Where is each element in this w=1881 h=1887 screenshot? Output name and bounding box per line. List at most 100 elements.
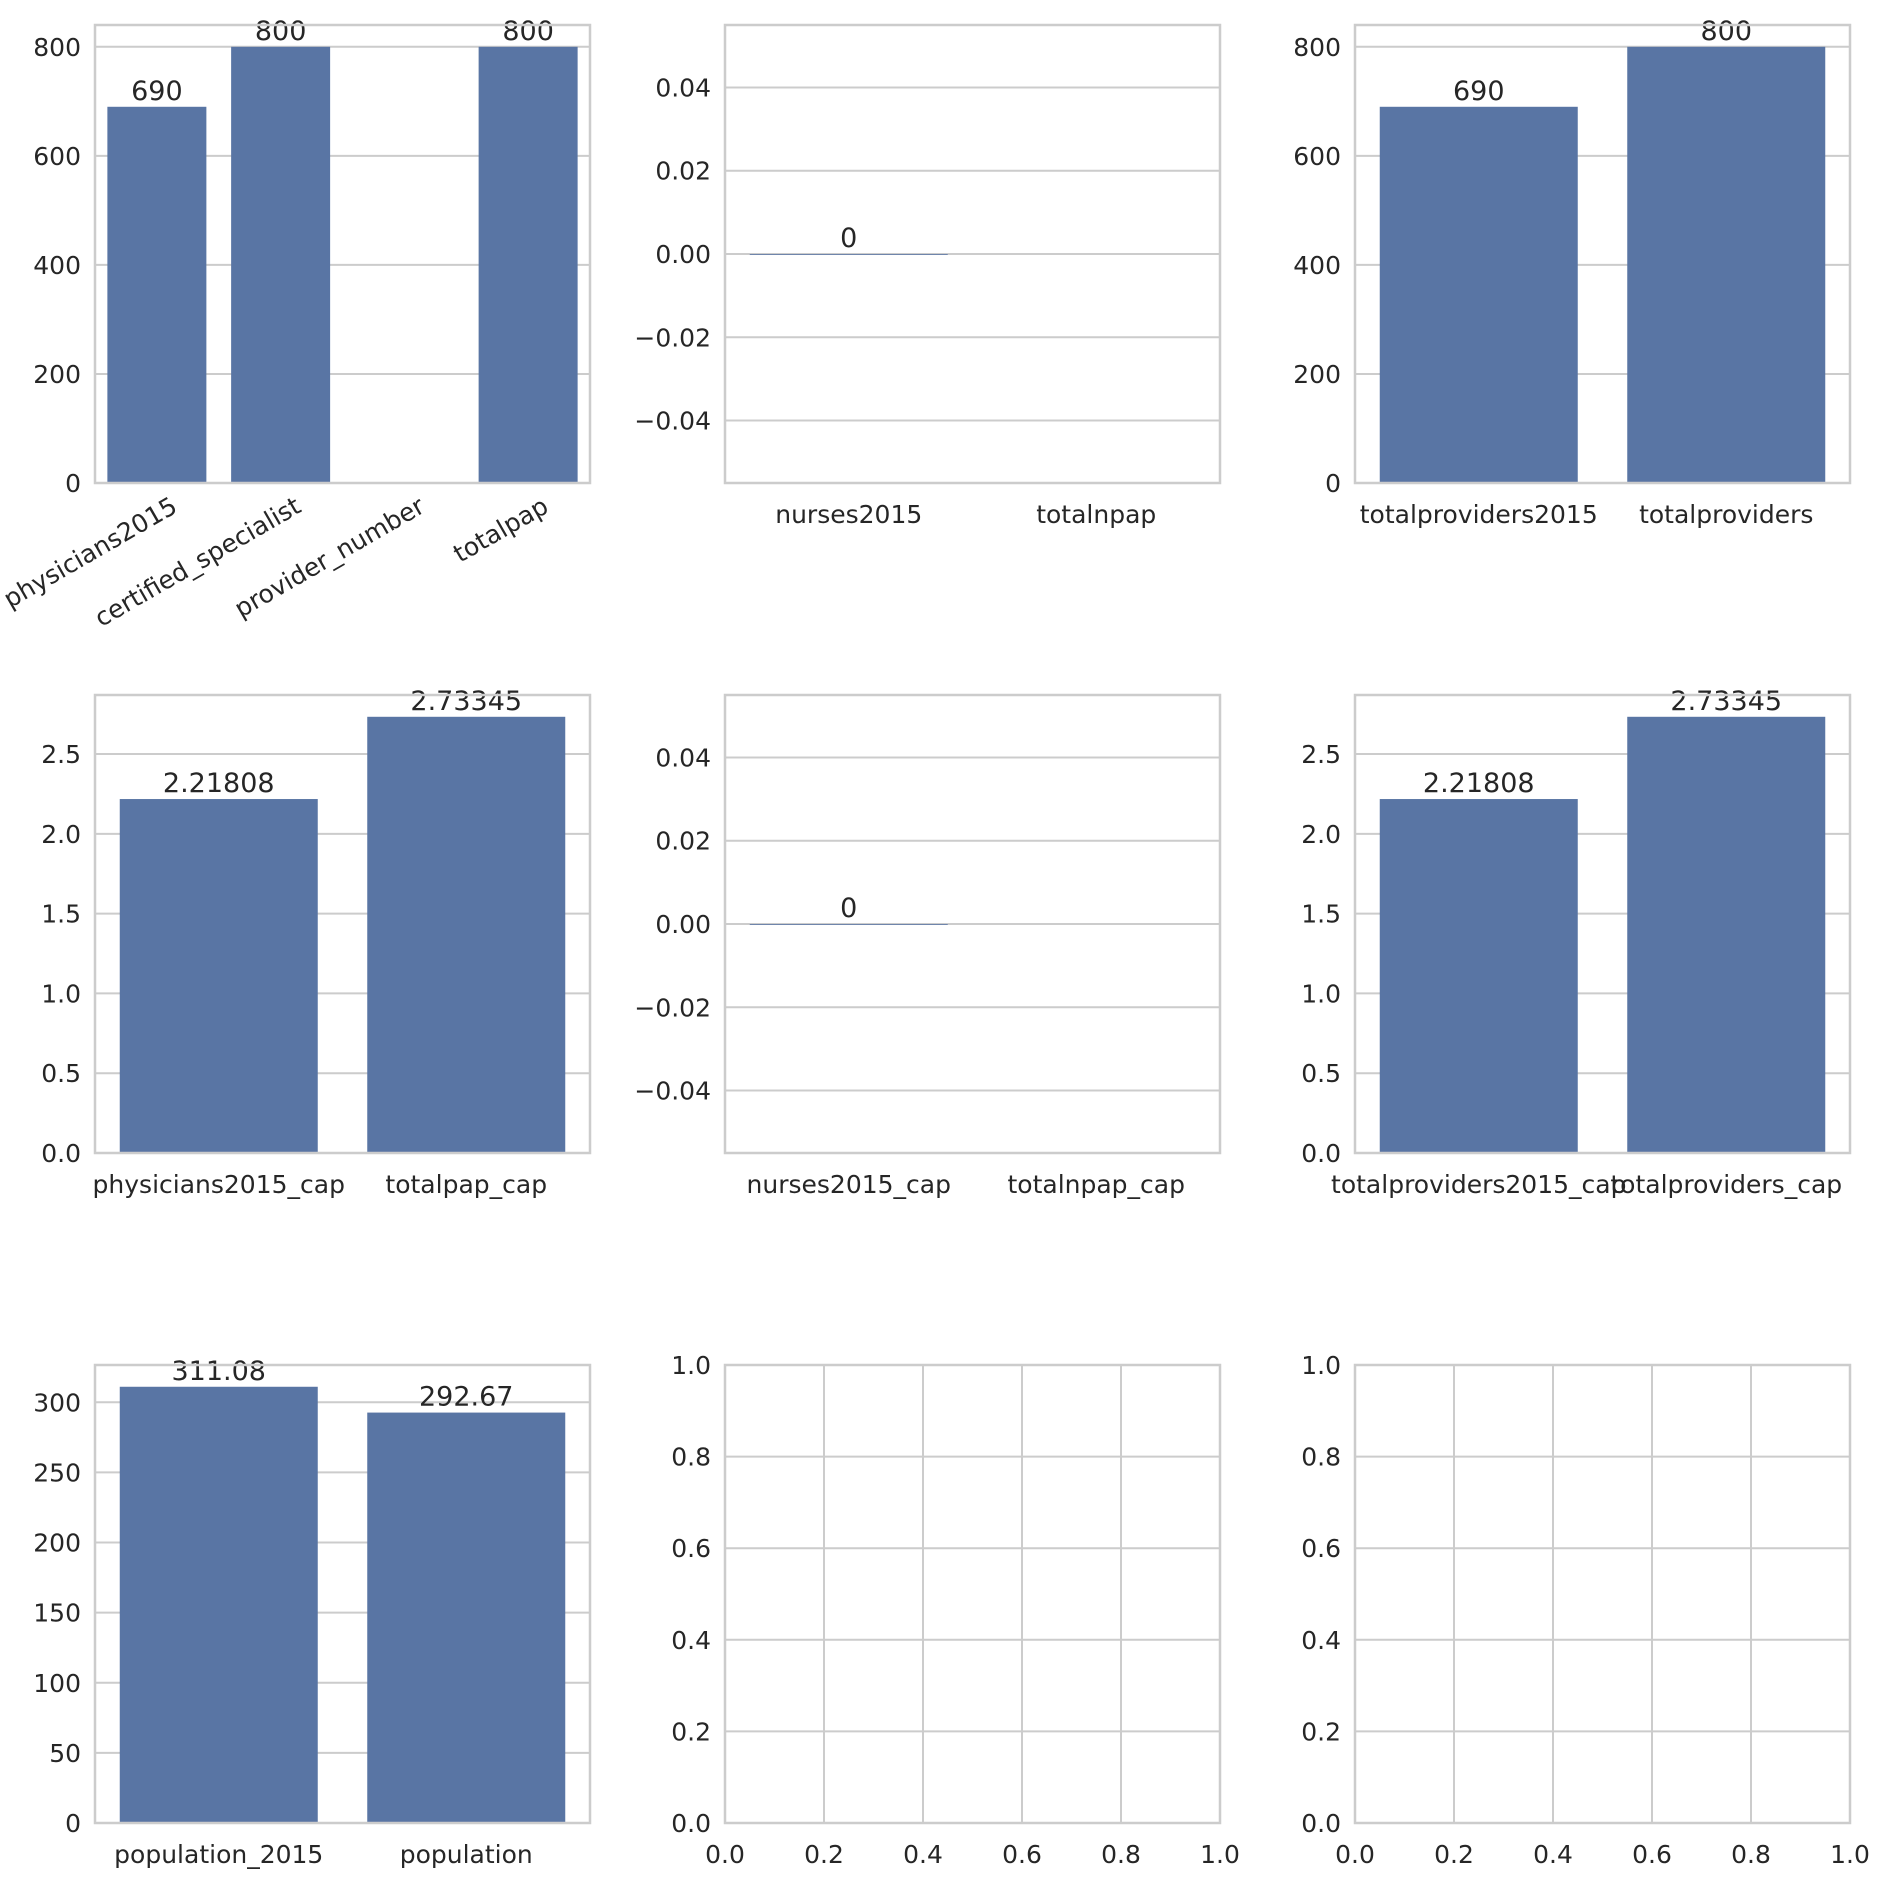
y-tick-label: −0.02 — [634, 323, 711, 352]
y-tick-label: 0.6 — [1301, 1534, 1341, 1563]
bar-totalproviders — [1627, 46, 1826, 484]
bar-physicians2015 — [107, 106, 207, 484]
y-tick-label: 1.5 — [41, 900, 81, 929]
bar-nurses2015 — [749, 254, 948, 255]
y-tick-label: 0.04 — [655, 743, 711, 772]
y-tick-label: 2.5 — [41, 740, 81, 769]
bar-totalproviders2015_cap — [1379, 799, 1578, 1153]
y-tick-label: −0.02 — [634, 993, 711, 1022]
y-tick-label: 200 — [33, 1529, 81, 1558]
axes-frame — [1353, 23, 1852, 485]
data-label-totalpap_cap: 2.73345 — [410, 686, 522, 717]
x-tick-label: physicians2015_cap — [93, 1170, 345, 1199]
y-tick-label: 0.00 — [655, 240, 711, 269]
data-label-population: 292.67 — [419, 1382, 513, 1413]
x-tick-label: totalnpap — [1036, 500, 1156, 529]
x-tick-label: totalproviders — [1639, 500, 1813, 529]
y-tick-label: 0.0 — [41, 1139, 81, 1168]
x-tick-label: 1.0 — [1200, 1840, 1240, 1869]
y-tick-label: 300 — [33, 1388, 81, 1417]
x-tick-label: nurses2015_cap — [747, 1170, 951, 1199]
data-label-certified_specialist: 800 — [255, 16, 307, 47]
data-label-population_2015: 311.08 — [172, 1356, 266, 1387]
y-tick-label: 0.02 — [655, 827, 711, 856]
y-tick-label: 250 — [33, 1458, 81, 1487]
axes-frame — [93, 693, 592, 1155]
axes-frame — [723, 1363, 1222, 1825]
subplot-9: 0.0 0.2 0.4 0.6 0.8 1.0 0.0 0.2 0.4 0.6 0.8 1.0 — [1301, 1351, 1870, 1869]
x-tick-label: nurses2015 — [775, 500, 922, 529]
axes-frame — [93, 1363, 592, 1825]
data-label-nurses2015: 0 — [840, 223, 857, 254]
subplot-3: 0 200 400 600 800 690 totalproviders2015 800 tot… — [1293, 16, 1852, 529]
y-tick-label: −0.04 — [634, 407, 711, 436]
bar-certified_specialist — [231, 46, 331, 484]
y-tick-label: 0.2 — [1301, 1717, 1341, 1746]
data-label-totalproviders2015_cap: 2.21808 — [1423, 768, 1535, 799]
y-tick-label: 1.0 — [41, 979, 81, 1008]
bar-population — [367, 1412, 566, 1823]
y-tick-label: 50 — [49, 1739, 81, 1768]
y-tick-label: 0.6 — [671, 1534, 711, 1563]
x-tick-label: 0.8 — [1731, 1840, 1771, 1869]
subplot-6: 0.0 0.5 1.0 1.5 2.0 2.5 2.21808 totalproviders2… — [1301, 686, 1852, 1199]
y-tick-label: 0.2 — [671, 1717, 711, 1746]
bar-nurses2015_cap — [749, 924, 948, 925]
x-tick-label: 0.0 — [705, 1840, 745, 1869]
data-label-physicians2015_cap: 2.21808 — [163, 768, 275, 799]
x-tick-label: population — [400, 1840, 533, 1869]
y-tick-label: 1.0 — [671, 1351, 711, 1380]
y-tick-label: 0.00 — [655, 910, 711, 939]
y-tick-label: 1.5 — [1301, 900, 1341, 929]
bar-totalproviders2015 — [1379, 106, 1578, 484]
y-tick-label: 0.04 — [655, 73, 711, 102]
data-label-physicians2015: 690 — [131, 76, 183, 107]
x-tick-label: 0.4 — [903, 1840, 943, 1869]
y-tick-label: 0 — [65, 469, 81, 498]
y-tick-label: 0.8 — [671, 1443, 711, 1472]
y-tick-label: 0.0 — [1301, 1139, 1341, 1168]
y-tick-label: 800 — [33, 33, 81, 62]
data-label-nurses2015_cap: 0 — [840, 893, 857, 924]
y-tick-label: 0.4 — [1301, 1626, 1341, 1655]
x-tick-label: 1.0 — [1830, 1840, 1870, 1869]
bar-totalpap — [478, 46, 578, 484]
x-tick-label: 0.2 — [804, 1840, 844, 1869]
y-tick-label: 600 — [1293, 142, 1341, 171]
x-tick-label: 0.8 — [1101, 1840, 1141, 1869]
x-tick-label: totalproviders2015 — [1360, 500, 1598, 529]
y-tick-label: 0.0 — [1301, 1809, 1341, 1838]
axes-frame — [723, 693, 1222, 1155]
y-tick-label: 400 — [33, 251, 81, 280]
subplot-7: 0 50 100 150 200 250 300 311.08 population_2015 2… — [33, 1356, 592, 1869]
y-tick-label: 0 — [1325, 469, 1341, 498]
y-tick-label: 800 — [1293, 33, 1341, 62]
y-tick-label: 0 — [65, 1809, 81, 1838]
subplot-5: −0.04 −0.02 0.00 0.02 0.04 0 nurses2015_cap tot… — [634, 693, 1222, 1199]
x-tick-label: 0.2 — [1434, 1840, 1474, 1869]
y-tick-label: 0.4 — [671, 1626, 711, 1655]
data-label-totalproviders_cap: 2.73345 — [1670, 686, 1782, 717]
data-label-totalproviders: 800 — [1700, 16, 1752, 47]
x-tick-label: totalproviders_cap — [1610, 1170, 1842, 1199]
y-tick-label: 0.0 — [671, 1809, 711, 1838]
y-tick-label: 1.0 — [1301, 979, 1341, 1008]
axes-frame — [1353, 693, 1852, 1155]
bar-totalproviders_cap — [1627, 716, 1826, 1153]
bar-totalpap_cap — [367, 716, 566, 1153]
x-tick-label: totalpap — [448, 491, 553, 568]
x-tick-label: 0.0 — [1335, 1840, 1375, 1869]
subplot-4: 0.0 0.5 1.0 1.5 2.0 2.5 2.21808 physicians2015_… — [41, 686, 592, 1199]
bar-population_2015 — [119, 1386, 318, 1823]
y-tick-label: 2.0 — [1301, 820, 1341, 849]
data-label-totalproviders2015: 690 — [1453, 76, 1505, 107]
x-tick-label: 0.4 — [1533, 1840, 1573, 1869]
y-tick-label: 0.5 — [41, 1059, 81, 1088]
subplot-1: 0200400600800690physicians2015800certifi… — [0, 16, 592, 633]
y-tick-label: 0.02 — [655, 157, 711, 186]
x-tick-label: totalpap_cap — [385, 1170, 547, 1199]
y-tick-label: 2.0 — [41, 820, 81, 849]
x-tick-label: 0.6 — [1002, 1840, 1042, 1869]
y-tick-label: 600 — [33, 142, 81, 171]
